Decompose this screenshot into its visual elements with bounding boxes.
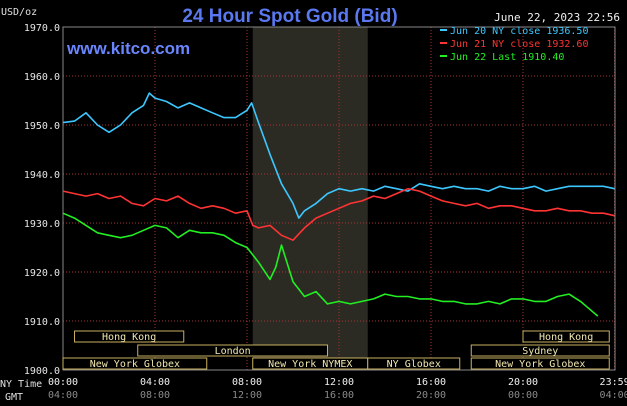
- session-box: [522, 330, 610, 343]
- y-tick-label: 1910.0: [24, 317, 60, 328]
- timestamp: June 22, 2023 22:56: [494, 11, 620, 24]
- session-label: New York Globex: [90, 359, 180, 370]
- grid-lines: [62, 26, 616, 371]
- ny-time-label: NY Time: [0, 379, 42, 390]
- gmt-tick-label: 16:00: [324, 390, 354, 401]
- series-line-1: [62, 187, 615, 241]
- gmt-tick-label: 12:00: [232, 390, 262, 401]
- legend-entry: Jun 22 Last 1910.40: [450, 52, 564, 63]
- legend-entry: Jun 21 NY close 1932.60: [450, 39, 588, 50]
- session-box: [470, 344, 610, 357]
- price-series-lines: [62, 92, 615, 317]
- x-tick-label: 23:59: [600, 377, 627, 388]
- x-tick-label: 00:00: [48, 377, 78, 388]
- legend: Jun 20 NY close 1936.50 Jun 21 NY close 1…: [440, 26, 588, 63]
- gmt-tick-label: 08:00: [140, 390, 170, 401]
- session-label: Sydney: [522, 346, 558, 357]
- y-tick-label: 1970.0: [24, 23, 60, 34]
- x-tick-label: 20:00: [508, 377, 538, 388]
- session-box: [62, 357, 208, 370]
- x-tick-label: 16:00: [416, 377, 446, 388]
- session-box: [367, 357, 461, 370]
- x-axis-tick-labels: 00:00 04:00 04:00 08:00 08:00 12:00 12:00 16:00…: [48, 377, 627, 401]
- gmt-tick-label: 00:00: [508, 390, 538, 401]
- x-tick-label: 08:00: [232, 377, 262, 388]
- nymex-shaded-band: [252, 27, 368, 370]
- y-tick-label: 1940.0: [24, 170, 60, 181]
- session-label: Hong Kong: [102, 332, 156, 343]
- y-tick-label: 1950.0: [24, 121, 60, 132]
- gmt-tick-label: 20:00: [416, 390, 446, 401]
- session-box: [137, 344, 328, 357]
- session-label: Hong Kong: [539, 332, 593, 343]
- y-tick-label: 1900.0: [24, 366, 60, 377]
- session-label: NY Globex: [387, 359, 441, 370]
- session-box: [74, 330, 185, 343]
- gmt-label: GMT: [5, 392, 23, 403]
- gmt-tick-label: 04:00: [600, 390, 627, 401]
- chart-title: 24 Hour Spot Gold (Bid): [182, 6, 397, 27]
- session-label: New York NYMEX: [268, 359, 352, 370]
- gmt-tick-label: 04:00: [48, 390, 78, 401]
- unit-label: USD/oz: [1, 7, 37, 18]
- y-tick-label: 1960.0: [24, 72, 60, 83]
- y-tick-label: 1930.0: [24, 219, 60, 230]
- x-tick-label: 12:00: [324, 377, 354, 388]
- session-box: [470, 357, 610, 370]
- series-line-2: [62, 212, 599, 317]
- site-watermark: www.kitco.com: [66, 39, 190, 58]
- y-axis-tick-labels: 1900.0 1910.0 1920.0 1930.0 1940.0 1950.0 1960…: [24, 23, 60, 377]
- series-line-0: [62, 92, 615, 219]
- trading-session-boxes: Hong Kong Hong Kong London Sydney New York G…: [62, 330, 610, 370]
- plot-frame: [62, 26, 616, 371]
- session-label: New York Globex: [495, 359, 585, 370]
- shaded-session-region: [252, 27, 368, 370]
- y-tick-label: 1920.0: [24, 268, 60, 279]
- session-label: London: [215, 346, 251, 357]
- legend-entry: Jun 20 NY close 1936.50: [450, 26, 588, 37]
- x-tick-label: 04:00: [140, 377, 170, 388]
